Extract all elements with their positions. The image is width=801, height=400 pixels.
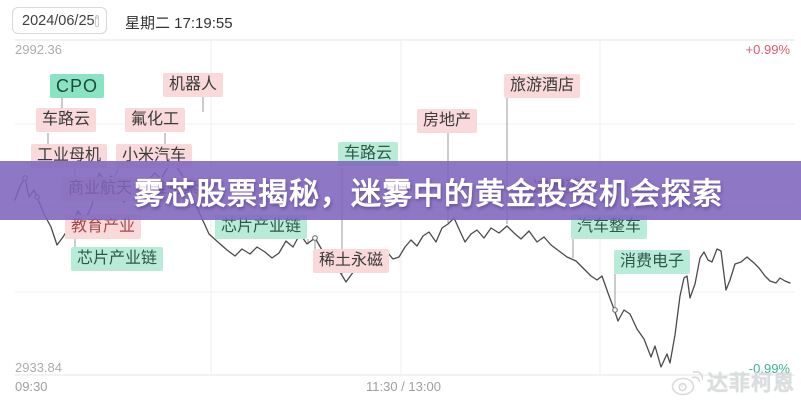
sector-label: 芯片产业链 xyxy=(71,247,164,271)
y-axis-top-percent: +0.99% xyxy=(745,42,790,57)
date-value: 2024/06/25 xyxy=(22,12,95,29)
watermark-text: 达菲柯恩 xyxy=(707,372,795,395)
headline-text: 雾芯股票揭秘，迷雾中的黄金投资机会探索 xyxy=(134,177,723,211)
y-axis-bottom-value: 2933.84 xyxy=(15,360,62,375)
anchor-dot xyxy=(612,307,618,313)
x-axis-tick-0930: 09:30 xyxy=(15,379,48,394)
weekday-time-label: 星期二 17:19:55 xyxy=(125,15,233,32)
weibo-logo-icon xyxy=(671,370,703,395)
calendar-icon xyxy=(94,14,99,27)
sector-label: 氟化工 xyxy=(125,108,186,132)
sector-label: 机器人 xyxy=(163,73,224,97)
sector-label: 消费电子 xyxy=(614,250,691,274)
watermark: 达菲柯恩 xyxy=(671,367,795,397)
sector-label: CPO xyxy=(50,74,105,98)
y-axis-top-value: 2992.36 xyxy=(15,42,62,57)
sector-label: 稀土永磁 xyxy=(313,249,390,273)
y-axis-bottom-percent: -0.99% xyxy=(748,361,790,376)
date-picker[interactable]: 2024/06/25 xyxy=(12,7,107,34)
sector-label: 旅游酒店 xyxy=(504,74,581,98)
headline-banner: 雾芯股票揭秘，迷雾中的黄金投资机会探索 xyxy=(0,161,801,220)
x-axis-tick-1130-1300: 11:30 / 13:00 xyxy=(366,379,441,394)
anchor-dot xyxy=(312,235,318,241)
sector-label: 房地产 xyxy=(417,109,478,133)
sector-label: 车路云 xyxy=(36,108,97,132)
